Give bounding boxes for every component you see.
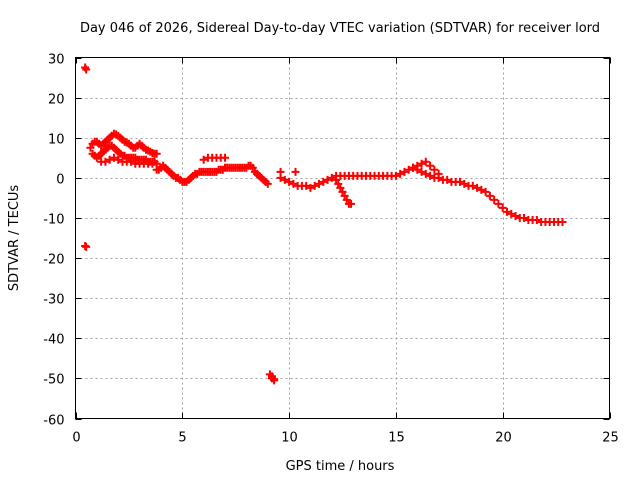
data-point [327, 173, 336, 182]
data-point [127, 157, 136, 166]
y-tick-label: -40 [43, 333, 64, 348]
data-point [558, 217, 567, 226]
data-point [285, 177, 294, 186]
axis-ticks: 0 5 10 15 20 25 30 20 10 0 -10 -20 -30 -40 -50 -60 [43, 53, 619, 446]
data-point [199, 155, 208, 164]
data-point [473, 183, 482, 192]
data-point [460, 179, 469, 188]
data-point [276, 167, 285, 176]
data-point [270, 375, 279, 384]
data-point [404, 165, 413, 174]
x-tick-label: 0 [72, 431, 80, 446]
data-point [82, 65, 91, 74]
data-point [434, 169, 443, 178]
data-point [340, 191, 349, 200]
data-point [507, 209, 516, 218]
grid-lines [75, 57, 610, 419]
data-point [426, 161, 435, 170]
data-point [421, 157, 430, 166]
data-point [152, 149, 161, 158]
y-tick-label: -30 [43, 293, 64, 308]
x-tick-label: 20 [495, 431, 512, 446]
data-point [109, 153, 118, 162]
y-tick-label: 30 [48, 53, 65, 68]
data-point [468, 181, 477, 190]
data-point [485, 191, 494, 200]
data-point [532, 215, 541, 224]
y-axis-label: SDTVAR / TECUs [7, 185, 22, 292]
data-point [417, 159, 426, 168]
data-point [408, 163, 417, 172]
data-point [306, 183, 315, 192]
data-point [400, 167, 409, 176]
data-point [413, 161, 422, 170]
y-tick-label: -10 [43, 213, 64, 228]
data-point [511, 211, 520, 220]
data-point [101, 157, 110, 166]
data-point [490, 195, 499, 204]
y-tick-label: -20 [43, 253, 64, 268]
y-tick-label: -60 [43, 414, 64, 429]
data-point [336, 183, 345, 192]
data-points [81, 63, 567, 385]
data-point [291, 167, 300, 176]
x-tick-label: 10 [281, 431, 298, 446]
data-point [502, 207, 511, 216]
y-tick-label: 20 [48, 93, 65, 108]
data-point [221, 153, 230, 162]
data-point [443, 175, 452, 184]
data-point [319, 177, 328, 186]
data-point [391, 171, 400, 180]
data-point [280, 175, 289, 184]
data-point [332, 175, 341, 184]
data-point [289, 179, 298, 188]
data-point [342, 195, 351, 204]
data-point [477, 185, 486, 194]
x-tick-label: 25 [602, 431, 619, 446]
data-point [334, 179, 343, 188]
data-point [263, 179, 272, 188]
data-point [338, 187, 347, 196]
x-tick-label: 15 [388, 431, 405, 446]
y-tick-label: -50 [43, 373, 64, 388]
data-point [481, 187, 490, 196]
y-tick-label: 10 [48, 133, 65, 148]
data-point [396, 169, 405, 178]
data-point [430, 165, 439, 174]
data-point [82, 242, 91, 251]
data-point [520, 213, 529, 222]
data-point [421, 169, 430, 178]
data-point [310, 181, 319, 190]
data-point [114, 155, 123, 164]
data-point [455, 177, 464, 186]
x-axis-label: GPS time / hours [286, 459, 395, 474]
data-point [426, 171, 435, 180]
y-tick-label: 0 [56, 173, 64, 188]
data-point [105, 155, 114, 164]
data-point [248, 163, 257, 172]
data-point [323, 175, 332, 184]
plot-frame [75, 57, 610, 419]
data-point [347, 199, 356, 208]
chart-title: Day 046 of 2026, Sidereal Day-to-day VTE… [80, 21, 600, 36]
data-point [494, 199, 503, 208]
x-tick-label: 5 [178, 431, 186, 446]
data-point [315, 179, 324, 188]
data-point [86, 143, 95, 152]
data-point [302, 181, 311, 190]
data-point [417, 167, 426, 176]
data-point [498, 203, 507, 212]
